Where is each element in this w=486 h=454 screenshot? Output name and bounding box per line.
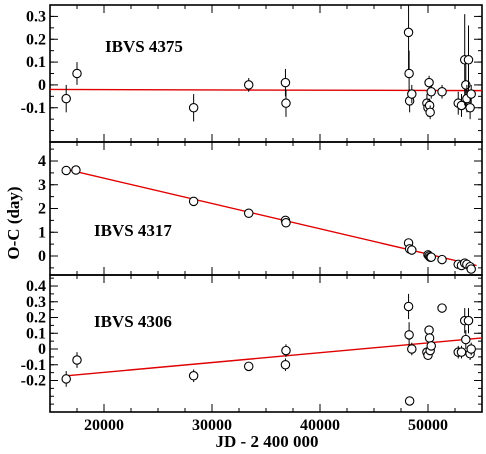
panel-frame [49,4,483,143]
y-tick-label: 0.3 [26,294,46,311]
x-tick-label: 30000 [192,417,232,434]
fit-line [49,88,483,92]
panel-label: IBVS 4306 [94,312,172,331]
data-point [403,301,414,312]
data-point [461,80,471,90]
data-point [463,55,474,65]
data-point [426,252,436,262]
data-point [424,333,435,343]
x-tick-label: 50000 [408,417,448,434]
data-point [281,345,291,356]
data-point [424,77,434,88]
data-point [426,341,436,351]
y-axis-title: O-C (day) [4,186,23,259]
data-point [188,196,199,207]
data-point [243,80,254,90]
panel-frame [49,141,483,276]
data-point [61,165,71,176]
data-point [437,254,447,265]
data-point [461,334,471,345]
data-point [463,315,474,326]
fit-line [66,337,483,377]
panel-label: IBVS 4375 [105,37,183,56]
data-point [404,396,415,406]
data-point [243,208,254,219]
y-tick-label: 0.1 [26,54,46,71]
data-point [188,371,199,381]
y-tick-label: 0 [38,77,46,94]
y-tick-label: -0.1 [21,100,46,117]
data-point [465,103,475,113]
data-point [281,98,291,108]
y-tick-label: 0.2 [26,310,46,327]
data-point [407,344,417,354]
data-point [404,68,414,79]
data-point [61,374,71,384]
x-axis-title: JD - 2 400 000 [216,432,319,451]
y-tick-label: 0 [38,248,46,265]
data-point [437,303,447,313]
y-tick-label: 4 [38,153,46,170]
y-tick-label: 2 [38,201,46,218]
panel-label: IBVS 4317 [94,221,172,240]
data-point [280,77,291,88]
y-tick-label: -0.1 [21,357,46,374]
data-point [425,107,435,118]
data-point [280,360,291,370]
data-point [61,93,71,104]
data-point [281,218,291,228]
y-tick-label: 3 [38,177,46,194]
y-tick-label: 0.2 [26,31,46,48]
y-tick-label: 0.3 [26,8,46,25]
data-point [404,330,414,340]
data-point [71,165,81,175]
y-tick-label: 0.4 [26,278,46,295]
data-point [466,89,476,99]
data-point [424,325,434,335]
y-tick-label: 1 [38,224,46,241]
data-point [407,89,417,99]
data-point [243,361,254,372]
data-point [403,27,414,38]
y-tick-label: -0.2 [21,373,46,390]
data-point [437,87,447,97]
data-point [456,347,467,357]
data-point [466,264,476,274]
y-tick-label: 0 [38,341,46,358]
data-point [72,68,82,79]
y-tick-label: 0.1 [26,325,46,342]
x-tick-label: 40000 [300,417,340,434]
data-point [466,344,476,354]
data-point [72,355,82,365]
data-point [407,245,417,255]
x-tick-label: 20000 [84,417,124,434]
data-point [188,103,199,113]
data-point [426,87,436,97]
